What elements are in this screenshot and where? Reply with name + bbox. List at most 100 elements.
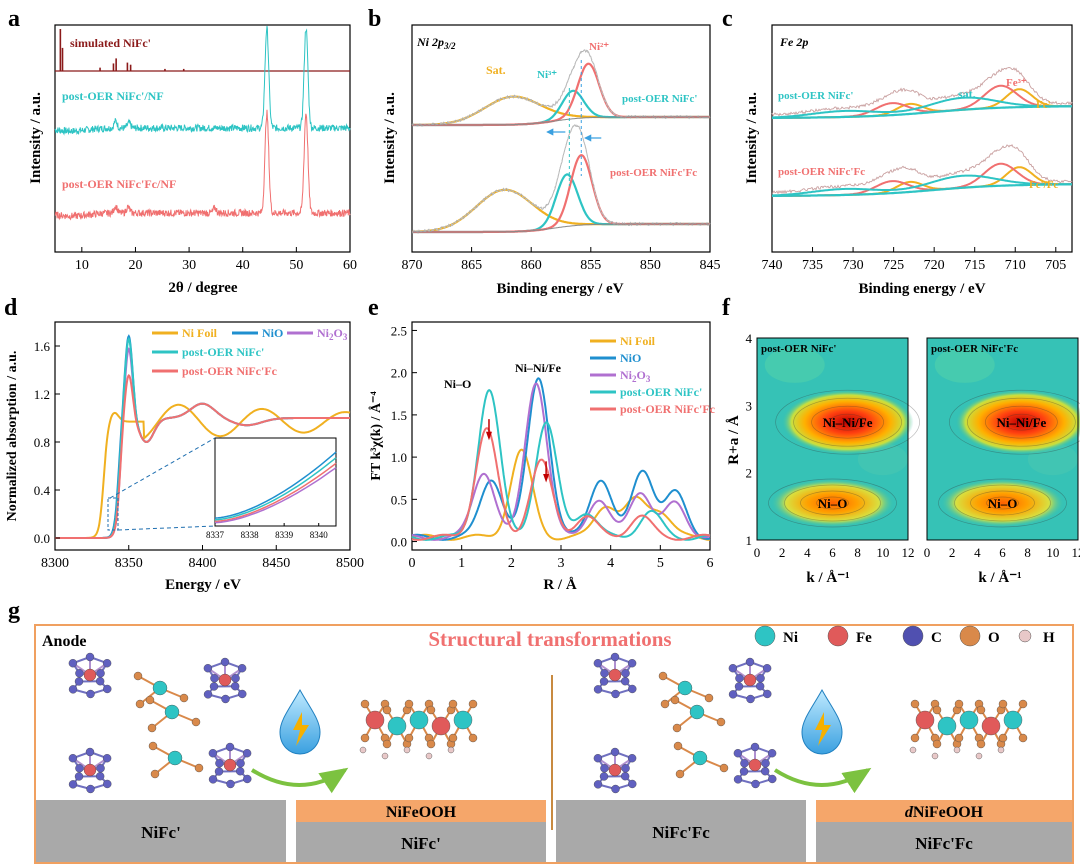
carbon-atom: [593, 780, 603, 789]
fe2p-component-0-2: [771, 96, 1072, 119]
panel-e-nio-annotation: Ni–O: [444, 377, 471, 391]
oxygen-atom: [910, 699, 920, 709]
carbon-atom: [621, 669, 630, 678]
carbon-atom: [242, 749, 252, 758]
carbon-atom: [96, 764, 105, 773]
carbon-atom: [215, 759, 224, 768]
slab-nifcfc-right: [816, 822, 1072, 862]
nickel-atom: [1003, 710, 1023, 730]
panel-f-xtick-label: 8: [1024, 545, 1031, 560]
ni2p-background-0: [412, 116, 710, 126]
slab-nifc-left-label: NiFc': [141, 823, 181, 842]
wavelet-spot-label: Ni–Ni/Fe: [823, 415, 873, 430]
ferrocene-fe-atom: [743, 673, 757, 687]
oxygen-atom: [660, 699, 670, 709]
xanes-series-4: [55, 373, 350, 539]
panel-c-xtick-label: 705: [1045, 258, 1066, 273]
panel-c-ylabel: Intensity / a.u.: [744, 92, 760, 184]
panel-f-ytick-label: 4: [746, 331, 753, 346]
wavelet-hotspot: [940, 478, 1065, 527]
exafs-series-4: [411, 427, 711, 541]
oxygen-atom: [998, 733, 1008, 743]
oxygen-atom: [954, 699, 964, 709]
wavelet-contour: [967, 397, 1076, 447]
panel-c-fc-label: Fc': [1036, 99, 1051, 111]
wavelet-hotspot: [955, 390, 1080, 455]
carbon-atom: [600, 764, 609, 773]
oxygen-atom: [932, 705, 942, 715]
panel-f-ytick-label: 3: [746, 398, 753, 413]
exafs-series-1: [411, 377, 711, 541]
carbon-atom: [751, 779, 760, 789]
oxygen-atom: [673, 741, 683, 751]
oxygen-atom: [468, 699, 478, 709]
panel-d-ytick-label: 0.8: [34, 435, 50, 450]
legend-atom-fe-icon: [827, 625, 849, 647]
panel-a-xtick-label: 60: [343, 258, 357, 273]
panel-d-xtick-label: 8300: [41, 556, 69, 571]
carbon-atom: [210, 674, 219, 683]
carbon-atom: [620, 772, 630, 781]
wavelet-contour: [768, 478, 897, 528]
xrd-pattern-1: [54, 109, 351, 221]
fe2p-background-1: [772, 183, 1072, 197]
panel-label-a: a: [8, 6, 20, 32]
legend-atom-label: H: [1043, 630, 1055, 646]
wavelet-contour: [1003, 413, 1040, 431]
oxygen-atom: [932, 739, 942, 749]
carbon-atom: [621, 764, 630, 773]
wavelet-spot-label: Ni–Ni/Fe: [996, 415, 1046, 430]
slab-nifcfc-left: [556, 800, 806, 862]
carbon-atom: [745, 657, 755, 667]
panel-f-xlabel-right: k / Å⁻¹: [978, 570, 1021, 586]
oxygen-atom: [179, 693, 189, 703]
carbon-atom: [214, 767, 224, 776]
panel-f-xtick-label: 12: [1072, 545, 1080, 560]
legend-atom-h-icon: [1018, 629, 1032, 643]
oxygen-atom: [360, 699, 370, 709]
carbon-atom: [225, 742, 235, 752]
panel-d-zoom-line-top: [109, 437, 216, 499]
ferrocene-fe-atom: [223, 758, 237, 772]
panel-c-xtick-label: 735: [802, 258, 823, 273]
panel-d-legend-label: post-OER NiFc': [182, 345, 264, 359]
oxygen-atom: [448, 699, 458, 709]
carbon-atom: [86, 784, 95, 794]
carbon-atom: [763, 689, 772, 699]
oxygen-atom: [954, 733, 964, 743]
carbon-atom: [762, 664, 772, 673]
nickel-atom: [387, 716, 407, 736]
ferrocene-fe-atom: [218, 673, 232, 687]
panel-b-frame: [411, 24, 711, 253]
wavelet-map-frame: [756, 337, 909, 541]
carbon-atom: [746, 694, 755, 704]
wavelet-contour: [775, 389, 920, 455]
carbon-atom: [628, 779, 637, 789]
legend-atom-o-icon: [959, 625, 981, 647]
oxygen-atom: [404, 733, 414, 743]
panel-a-xrd: simulated NiFc' post-OER NiFc'/NF post-O…: [28, 24, 357, 296]
panel-e-ytick-label: 2.0: [391, 366, 407, 381]
panel-b-xtick-label: 860: [521, 258, 542, 273]
panel-d-zoom-box: [107, 497, 119, 531]
carbon-atom: [756, 674, 765, 683]
panel-b-xlabel: Binding energy / eV: [496, 281, 623, 297]
oxygen-atom: [448, 733, 458, 743]
panel-c-xtick-label: 730: [843, 258, 864, 273]
wavelet-contour: [954, 484, 1051, 522]
panel-label-f: f: [722, 295, 731, 321]
carbon-atom: [95, 677, 105, 686]
carbon-atom: [96, 669, 105, 678]
inset-xtick-label: 8338: [241, 530, 260, 540]
panel-d-xanes: 8300 8350 8400 8450 8500 0.0 0.4 0.8 1.2 1.6 Ni F…: [5, 321, 364, 593]
panel-e-legend-label: post-OER NiFc': [620, 385, 702, 399]
oxygen-atom: [133, 671, 143, 681]
wavelet-contour: [800, 490, 865, 516]
oxygen-atom: [658, 671, 668, 681]
carbon-atom: [209, 682, 219, 691]
panel-f-ylabel: R+a / Å: [726, 415, 742, 465]
panel-e-xtick-label: 6: [707, 556, 714, 571]
carbon-atom: [68, 754, 78, 763]
panel-f-xlabel-left: k / Å⁻¹: [806, 570, 849, 586]
panel-b-top-label: post-OER NiFc': [622, 93, 697, 105]
